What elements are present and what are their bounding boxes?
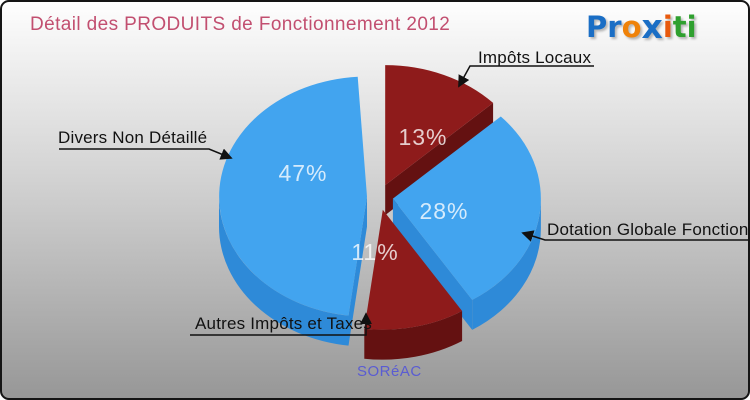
slice-label-impots-locaux: Impôts Locaux (478, 48, 592, 67)
pie-slice-3-side (348, 196, 367, 346)
pie-slices: 13% 47% 28% 11% (219, 65, 541, 360)
logo-letter-x: x (641, 7, 663, 46)
slice-label-autres-impots: Autres Impôts et Taxes (195, 314, 372, 333)
leader-line-divers-non-detaille (59, 148, 233, 160)
logo-letter-r: r (607, 10, 622, 44)
pie-slice-3-rim (219, 196, 349, 346)
percent-label-slice-0: 13% (398, 124, 447, 150)
leader-line-impots-locaux (458, 65, 594, 88)
logo-letter-P: P (586, 10, 608, 44)
percent-label-slice-1: 28% (419, 198, 468, 224)
callout-lines (59, 65, 748, 336)
logo-letter-i: i (686, 10, 697, 44)
proxiti-logo[interactable]: Proxiti (586, 9, 697, 44)
logo-letter-o: o (621, 10, 642, 44)
leader-line-autres-impots (190, 312, 372, 336)
slice-label-dotation-globale: Dotation Globale Fonctionnement (547, 220, 749, 239)
logo-letter-t: t (672, 10, 687, 44)
source-text: SORéAC (357, 363, 422, 380)
pie-slice-3-top (219, 76, 367, 316)
logo-letter-i: i (662, 10, 673, 44)
page-title: Détail des PRODUITS de Fonctionnement 20… (30, 14, 451, 35)
pie-slice-2-top (364, 209, 463, 330)
leader-line-dotation-globale (521, 230, 748, 242)
pie-slice-0-top (385, 65, 494, 186)
pie-slice-1-top (392, 116, 541, 300)
pie-slice-1-rim (472, 198, 541, 330)
percent-label-slice-3: 47% (278, 160, 327, 186)
percent-label-slice-2: 11% (351, 239, 398, 265)
slice-label-divers-non-detaille: Divers Non Détaillé (58, 128, 208, 147)
pie-slice-2-rim (364, 311, 463, 360)
pie-slice-1-side (392, 198, 473, 330)
